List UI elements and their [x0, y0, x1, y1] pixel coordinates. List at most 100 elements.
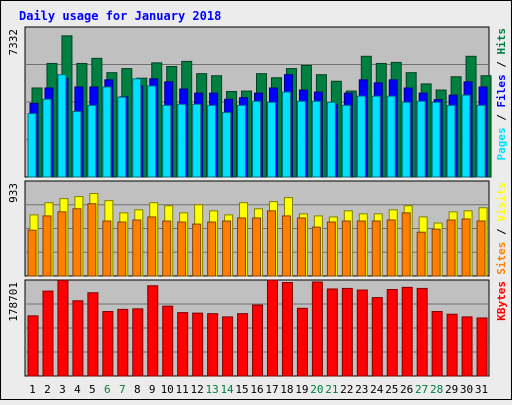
x-tick-label: 20	[310, 383, 323, 396]
bar	[177, 312, 189, 377]
bar	[87, 104, 97, 178]
bar	[386, 289, 398, 377]
x-tick-label: 10	[161, 383, 174, 396]
bar	[252, 304, 264, 377]
bar	[386, 219, 396, 277]
bar	[431, 228, 441, 277]
bar	[371, 95, 381, 178]
bar	[446, 313, 458, 377]
bar	[222, 112, 232, 178]
panel-pages-files-hits: 7332 Pages / Files / Hits	[7, 26, 508, 178]
panel-kbytes: 178701 KBytes	[7, 279, 508, 377]
x-axis: 1 2 3 4 5 6 7 8 9 10 11 12 13 14 15 16 17 18 19 20 21 22 23 24 2…	[29, 383, 488, 396]
bar	[117, 308, 129, 377]
x-tick-label: 11	[176, 383, 189, 396]
bar	[416, 231, 426, 277]
bar	[237, 217, 247, 277]
x-tick-label: 2	[44, 383, 51, 396]
series-pages	[27, 74, 486, 178]
bar	[341, 220, 351, 277]
bar	[162, 104, 172, 178]
bar	[42, 290, 54, 377]
chart-title: Daily usage for January 2018	[19, 9, 221, 23]
bar	[237, 104, 247, 178]
bar	[431, 101, 441, 178]
bar	[356, 220, 366, 277]
panel-sites-visits: 933 Sites / Visits	[7, 180, 508, 277]
legend-entry: /	[495, 114, 508, 128]
legend-entry: Sites	[495, 242, 508, 275]
bar	[281, 215, 291, 277]
bar	[102, 86, 112, 178]
bar	[446, 104, 456, 178]
x-tick-label: 9	[149, 383, 156, 396]
bar	[57, 74, 67, 178]
bar	[222, 220, 232, 277]
bar	[72, 111, 82, 178]
bar	[57, 279, 69, 377]
bar	[57, 211, 67, 277]
series-sites	[27, 203, 486, 277]
bar	[162, 220, 172, 277]
x-tick-label: 19	[295, 383, 308, 396]
bar	[207, 104, 217, 178]
x-tick-label: 16	[250, 383, 263, 396]
y-max-label: 933	[7, 183, 20, 203]
bar	[356, 289, 368, 377]
bar	[266, 279, 278, 377]
bar	[117, 221, 127, 277]
bar	[147, 285, 159, 377]
legend-entry: Files	[495, 74, 508, 114]
legend-kbytes: KBytes	[495, 281, 508, 321]
x-tick-label: 7	[119, 383, 126, 396]
x-tick-label: 15	[235, 383, 248, 396]
legend-entry: Visits	[495, 182, 508, 228]
bar	[386, 95, 396, 178]
bar	[132, 78, 142, 178]
bar	[401, 286, 413, 377]
bar	[371, 220, 381, 277]
x-tick-label: 29	[445, 383, 458, 396]
bar	[266, 101, 276, 178]
bar	[87, 292, 99, 377]
x-tick-label: 22	[340, 383, 353, 396]
bar	[192, 103, 202, 178]
bar	[252, 100, 262, 178]
bar	[162, 305, 174, 377]
bar	[117, 96, 127, 178]
legend-entry: Pages	[495, 127, 508, 160]
bar	[296, 217, 306, 277]
x-tick-label: 1	[29, 383, 36, 396]
x-tick-label: 8	[134, 383, 141, 396]
bar	[326, 101, 336, 178]
bar	[132, 219, 142, 277]
bar	[102, 220, 112, 277]
bar	[147, 216, 157, 277]
bar	[326, 221, 336, 277]
bar	[27, 229, 37, 277]
bar	[476, 104, 486, 178]
bar	[72, 208, 82, 277]
bar	[446, 219, 456, 277]
x-tick-label: 3	[59, 383, 66, 396]
chart-panels: 7332 Pages / Files / Hits 933 Sites / Visit…	[7, 26, 508, 377]
bar	[42, 215, 52, 277]
bar	[207, 313, 219, 377]
bar	[326, 288, 338, 377]
bar	[27, 113, 37, 178]
x-tick-label: 28	[430, 383, 443, 396]
bar	[177, 221, 187, 277]
x-tick-label: 27	[415, 383, 428, 396]
bar	[341, 287, 353, 377]
legend-entry: Hits	[495, 28, 508, 61]
bar	[87, 203, 97, 277]
bar	[311, 100, 321, 178]
x-tick-label: 21	[325, 383, 338, 396]
series-kbytes	[27, 279, 488, 377]
x-tick-label: 12	[191, 383, 204, 396]
x-tick-label: 17	[265, 383, 278, 396]
legend-sites-visits: Sites / Visits	[495, 182, 508, 275]
bar	[341, 104, 351, 178]
bar	[237, 313, 249, 377]
bar	[102, 311, 114, 377]
